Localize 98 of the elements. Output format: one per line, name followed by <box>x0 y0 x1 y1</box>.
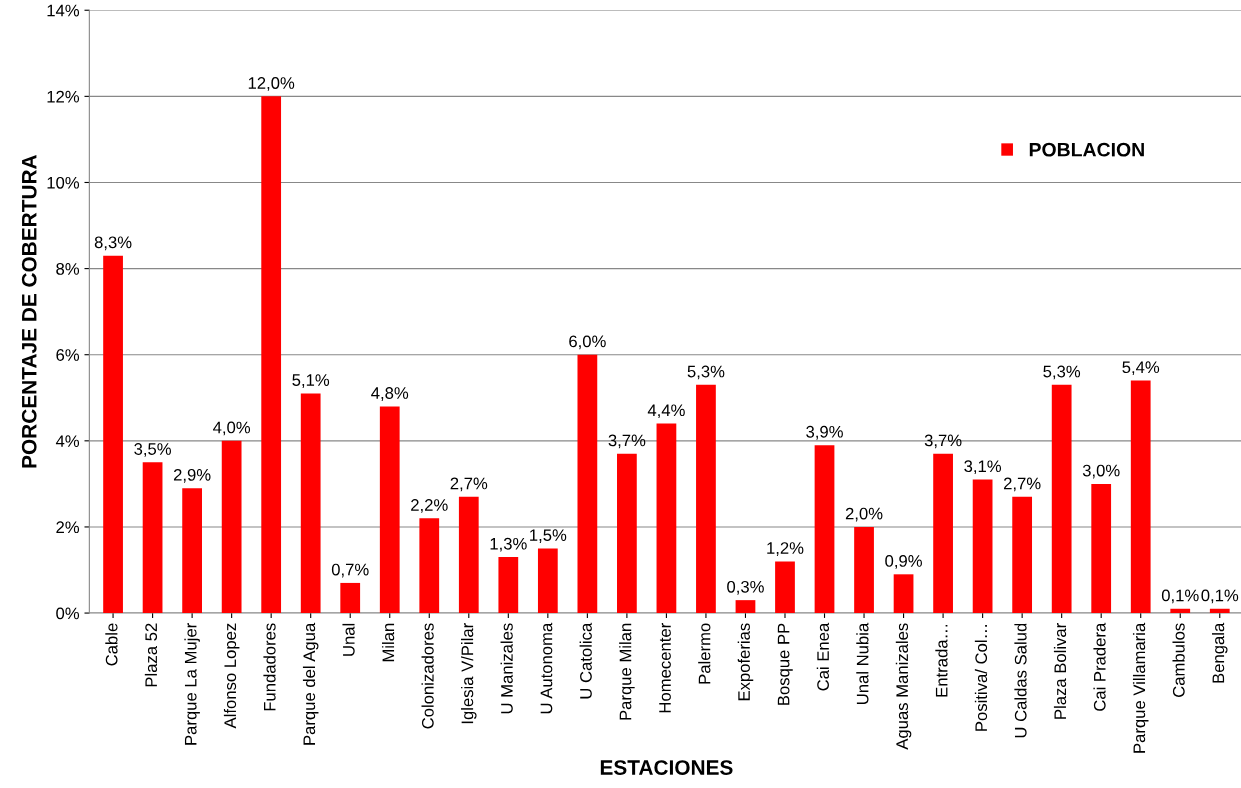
bar <box>142 462 163 614</box>
x-tick-label: Parque La Mujer <box>184 623 200 745</box>
data-label: 5,4% <box>1122 361 1160 376</box>
x-tick-label: Iglesia V/Pilar <box>461 623 477 724</box>
data-label: 2,0% <box>845 507 883 522</box>
x-tick-label: Entrada… <box>935 625 948 697</box>
bar <box>1130 380 1151 614</box>
bar <box>221 440 242 614</box>
x-tick-label: Cable <box>105 623 118 666</box>
bar <box>340 582 361 614</box>
data-label: 12,0% <box>248 77 295 91</box>
data-label: 1,2% <box>767 542 804 556</box>
y-tick-label: 4% <box>55 435 80 447</box>
bar <box>300 393 321 614</box>
x-tick-label: Bosque PP <box>777 623 793 705</box>
bar <box>1170 608 1191 614</box>
x-tick-label: Unal Nubia <box>856 622 869 704</box>
data-label: 0,1% <box>1201 589 1239 604</box>
bar <box>696 384 716 614</box>
x-tick-label: Bengala <box>1212 622 1228 683</box>
bar <box>933 453 953 614</box>
bar <box>103 255 123 614</box>
bar <box>261 96 282 614</box>
y-tick-label: 0% <box>56 607 80 620</box>
bar <box>1051 384 1072 614</box>
x-tick-label: Parque Milan <box>619 623 635 720</box>
data-label: 6,0% <box>569 335 606 350</box>
y-tick-label: 12% <box>47 90 80 103</box>
x-tick-label: Colonizadores <box>421 623 434 729</box>
x-tick-label: U Autonoma <box>540 622 553 714</box>
bar <box>814 445 835 614</box>
bar <box>656 423 677 614</box>
bar <box>735 600 756 614</box>
data-label: 3,1% <box>964 460 1002 475</box>
data-label: 4,8% <box>371 387 409 401</box>
data-label: 3,9% <box>806 425 843 440</box>
legend-label: POBLACION <box>1029 142 1144 157</box>
y-tick-label: 6% <box>56 349 80 361</box>
bar <box>893 574 914 614</box>
data-label: 4,4% <box>647 404 685 419</box>
bar <box>775 561 795 614</box>
bar <box>182 488 202 614</box>
bar <box>419 518 440 614</box>
data-label: 2,9% <box>173 468 211 483</box>
bar <box>617 453 637 614</box>
bar <box>498 557 519 614</box>
data-label: 8,3% <box>94 236 132 251</box>
data-label: 0,7% <box>331 563 369 578</box>
x-tick-label: U Manizales <box>500 623 513 714</box>
x-tick-label: Palermo <box>698 623 711 684</box>
data-label: 5,3% <box>687 365 725 380</box>
x-tick-label: Cai Pradera <box>1093 622 1106 711</box>
x-tick-label: Fundadores <box>263 623 276 711</box>
y-tick-label: 14% <box>47 4 80 17</box>
data-label: 1,5% <box>530 529 567 543</box>
y-tick-label: 10% <box>47 176 80 189</box>
y-tick-label: 8% <box>56 263 80 275</box>
bar <box>1012 496 1033 614</box>
x-tick-label: Plaza Bolivar <box>1053 623 1067 719</box>
x-tick-label: Parque Villamaria <box>1132 622 1149 753</box>
bar <box>458 496 479 614</box>
x-tick-label: U Caldas Salud <box>1014 623 1027 738</box>
data-label: 1,3% <box>490 537 527 552</box>
x-axis-title: ESTACIONES <box>600 760 733 775</box>
x-tick-label: Expoferias <box>737 623 754 701</box>
x-tick-label: Cai Enea <box>816 622 829 691</box>
x-tick-label: Aguas Manizales <box>895 623 912 750</box>
data-label: 4,0% <box>213 421 251 436</box>
data-label: 3,7% <box>924 434 962 449</box>
data-label: 3,7% <box>608 434 646 449</box>
x-tick-label: Positiva/ Col… <box>974 625 988 731</box>
x-tick-label: Alfonso Lopez <box>223 623 240 729</box>
data-label: 5,3% <box>1043 365 1081 380</box>
data-label: 3,5% <box>134 443 171 457</box>
x-tick-label: U Catolica <box>579 622 592 699</box>
x-tick-label: Milan <box>381 623 395 662</box>
data-label: 0,3% <box>727 580 764 595</box>
bar <box>1209 608 1230 614</box>
bar <box>972 479 993 614</box>
x-tick-label: Unal <box>342 623 355 656</box>
data-label: 2,2% <box>411 499 448 513</box>
bar <box>577 354 598 614</box>
bar <box>537 548 558 614</box>
bar <box>1091 483 1112 614</box>
x-tick-label: Homecenter <box>659 623 671 713</box>
x-tick-label: Cambulos <box>1172 623 1185 697</box>
y-axis-title: PORCENTAJE DE COBERTURA <box>21 154 37 468</box>
y-tick-label: 2% <box>56 521 80 534</box>
data-label: 5,1% <box>292 374 330 388</box>
data-label: 3,0% <box>1082 464 1120 479</box>
x-tick-label: Plaza 52 <box>144 623 158 687</box>
data-label: 0,1% <box>1161 589 1199 604</box>
data-label: 2,7% <box>450 477 488 492</box>
bar <box>854 526 874 614</box>
data-label: 0,9% <box>885 555 922 569</box>
data-label: 2,7% <box>1003 477 1041 492</box>
bar <box>379 406 400 614</box>
x-tick-label: Parque del Agua <box>302 622 319 745</box>
